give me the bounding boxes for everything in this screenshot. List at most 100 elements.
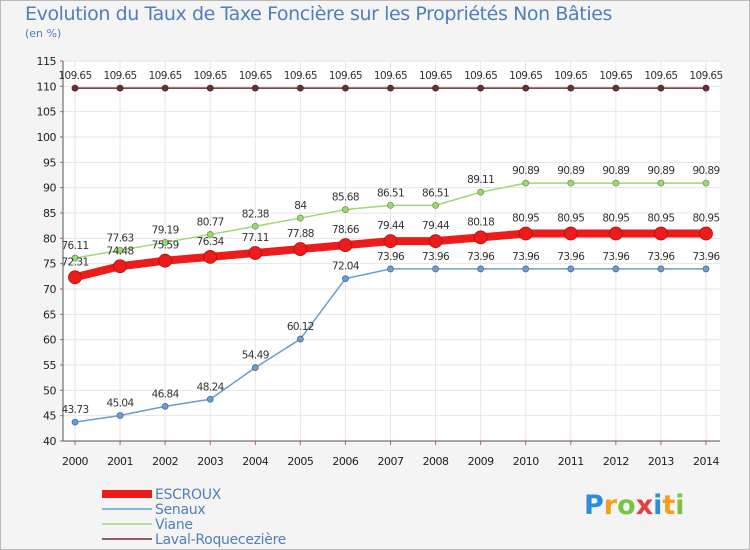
point-laval-roquecezi-re-2001 — [116, 84, 124, 92]
point-viane-2013 — [657, 179, 665, 187]
logo-letter: x — [635, 490, 654, 521]
data-label-laval-roquecezi-re-2014: 109.65 — [689, 70, 722, 82]
logo-letter: r — [603, 490, 618, 521]
y-tick-label: 110 — [37, 80, 57, 93]
proxiti-logo: Proxiti — [584, 490, 685, 521]
y-tick-label: 115 — [37, 55, 57, 68]
logo-letter: o — [617, 490, 636, 521]
point-viane-2008 — [432, 201, 439, 209]
data-label-senaux-2006: 72.04 — [332, 261, 360, 273]
point-laval-roquecezi-re-2009 — [477, 84, 485, 92]
data-label-viane-2001: 77.63 — [107, 232, 134, 244]
logo-letter: P — [584, 490, 604, 521]
point-viane-2006 — [342, 206, 349, 213]
data-label-escroux-2005: 77.88 — [287, 228, 314, 240]
x-tick-label: 2002 — [152, 455, 178, 468]
data-label-laval-roquecezi-re-2009: 109.65 — [464, 70, 497, 82]
point-viane-2002 — [161, 239, 169, 246]
data-label-viane-2006: 85.68 — [332, 192, 359, 204]
data-label-viane-2004: 82.38 — [242, 208, 269, 220]
data-label-escroux-2006: 78.66 — [332, 224, 360, 236]
y-tick-label: 50 — [43, 384, 56, 397]
data-label-escroux-2003: 76.34 — [197, 236, 225, 248]
data-label-viane-2013: 90.89 — [647, 165, 674, 177]
y-tick-label: 95 — [43, 156, 56, 169]
data-label-viane-2000: 76.11 — [61, 240, 88, 252]
y-tick-label: 45 — [43, 410, 56, 423]
data-label-escroux-2001: 74.48 — [107, 245, 134, 257]
point-senaux-2001 — [116, 412, 124, 419]
point-laval-roquecezi-re-2004 — [251, 84, 259, 92]
point-viane-2000 — [71, 254, 79, 262]
x-tick-label: 2001 — [107, 455, 133, 468]
data-label-escroux-2002: 75.59 — [152, 240, 179, 252]
x-tick-label: 2005 — [287, 455, 313, 468]
point-laval-roquecezi-re-2013 — [657, 84, 665, 92]
data-label-viane-2011: 90.89 — [557, 165, 584, 177]
logo-letter: i — [653, 490, 663, 521]
x-tick-label: 2009 — [468, 455, 494, 468]
data-label-laval-roquecezi-re-2005: 109.65 — [284, 70, 317, 82]
point-senaux-2007 — [387, 265, 394, 273]
data-label-viane-2008: 86.51 — [422, 187, 449, 199]
point-senaux-2002 — [161, 402, 169, 410]
point-escroux-2010 — [518, 226, 533, 241]
data-label-senaux-2001: 45.04 — [107, 397, 135, 409]
point-viane-2005 — [296, 214, 304, 222]
point-escroux-2009 — [473, 230, 488, 245]
data-label-laval-roquecezi-re-2007: 109.65 — [374, 70, 407, 82]
point-senaux-2000 — [71, 418, 79, 426]
point-senaux-2010 — [522, 265, 530, 273]
point-viane-2012 — [612, 179, 620, 187]
data-label-laval-roquecezi-re-2003: 109.65 — [194, 70, 227, 82]
data-label-senaux-2004: 54.49 — [242, 350, 269, 362]
data-label-laval-roquecezi-re-2011: 109.65 — [554, 70, 587, 82]
point-senaux-2004 — [251, 364, 259, 371]
data-label-senaux-2009: 73.96 — [467, 251, 495, 263]
point-escroux-2014 — [699, 226, 713, 241]
legend-label-escroux: ESCROUX — [155, 487, 222, 503]
data-label-senaux-2007: 73.96 — [377, 251, 405, 263]
y-tick-label: 85 — [43, 207, 56, 220]
y-tick-label: 40 — [43, 435, 56, 448]
point-senaux-2003 — [206, 395, 214, 403]
point-viane-2004 — [251, 222, 259, 230]
point-laval-roquecezi-re-2012 — [612, 84, 620, 92]
point-laval-roquecezi-re-2002 — [161, 84, 169, 92]
data-label-senaux-2000: 43.73 — [61, 404, 88, 416]
point-viane-2003 — [206, 231, 214, 238]
point-escroux-2002 — [158, 253, 173, 268]
x-tick-label: 2008 — [423, 455, 449, 468]
point-laval-roquecezi-re-2011 — [567, 84, 575, 92]
x-tick-label: 2010 — [513, 455, 539, 468]
plot-area — [63, 61, 720, 441]
x-tick-label: 2007 — [378, 455, 404, 468]
data-label-escroux-2013: 80.95 — [647, 213, 674, 225]
point-senaux-2008 — [432, 265, 439, 273]
point-viane-2007 — [387, 201, 394, 209]
data-label-senaux-2014: 73.96 — [692, 251, 720, 263]
logo-letter: t — [662, 490, 676, 521]
data-label-senaux-2003: 48.24 — [197, 381, 225, 393]
point-laval-roquecezi-re-2006 — [342, 84, 349, 92]
y-tick-label: 60 — [43, 334, 56, 347]
data-label-senaux-2008: 73.96 — [422, 251, 450, 263]
x-tick-label: 2006 — [332, 455, 358, 468]
data-label-escroux-2011: 80.95 — [557, 213, 584, 225]
data-label-laval-roquecezi-re-2000: 109.65 — [58, 70, 91, 82]
data-label-laval-roquecezi-re-2012: 109.65 — [599, 70, 632, 82]
y-tick-label: 100 — [37, 131, 57, 144]
data-label-laval-roquecezi-re-2013: 109.65 — [644, 70, 677, 82]
data-label-senaux-2010: 73.96 — [512, 251, 540, 263]
data-label-laval-roquecezi-re-2004: 109.65 — [239, 70, 272, 82]
legend-label-senaux: Senaux — [155, 502, 205, 518]
logo-letter: i — [675, 490, 685, 521]
data-label-senaux-2002: 46.84 — [152, 388, 180, 400]
data-label-escroux-2004: 77.11 — [242, 232, 269, 244]
point-senaux-2006 — [342, 275, 349, 283]
point-viane-2001 — [116, 246, 124, 254]
x-tick-label: 2013 — [648, 455, 674, 468]
point-senaux-2011 — [567, 265, 575, 273]
data-label-laval-roquecezi-re-2010: 109.65 — [509, 70, 542, 82]
